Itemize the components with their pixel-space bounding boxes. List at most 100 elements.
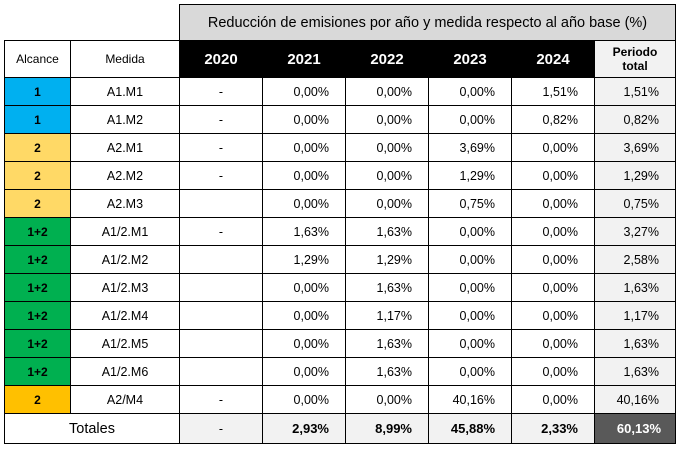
emissions-reduction-table: Reducción de emisiones por año y medida … [4,4,676,444]
header-year-2024: 2024 [511,40,595,78]
value-2022-cell: 0,00% [345,77,429,106]
total-2024-cell: 2,33% [511,413,595,444]
value-2024-cell: 0,00% [511,189,595,218]
value-2022-cell: 1,63% [345,329,429,358]
header-year-2020: 2020 [179,40,263,78]
value-2024-cell: 0,00% [511,273,595,302]
value-2022-cell: 0,00% [345,133,429,162]
header-scope: Alcance [4,40,71,78]
value-2022-cell: 1,63% [345,357,429,386]
scope-cell: 2 [4,161,71,190]
totals-row: Totales -2,93% 8,99% 45,88% 2,33% 60,13% [4,413,676,444]
value-2023-cell: 0,00% [428,357,512,386]
measure-cell: A1.M2 [70,105,180,134]
value-2021-cell: 0,00% [262,105,346,134]
table-title: Reducción de emisiones por año y medida … [179,4,676,41]
measure-cell: A2.M1 [70,133,180,162]
table-row: 2 A2/M4-0,00% 0,00% 40,16% 0,00% 40,16% [4,385,676,414]
value-2021-cell: 0,00% [262,357,346,386]
total-2020-cell: - [179,413,263,444]
period-total-cell: 2,58% [594,245,676,274]
header-year-2021: 2021 [262,40,346,78]
period-total-cell: 3,69% [594,133,676,162]
header-period-total: Periodo total [594,40,676,78]
measure-cell: A1/2.M5 [70,329,180,358]
value-2020-cell [179,245,263,274]
table-row: 1+2 A1/2.M2 1,29% 1,29% 0,00% 0,00% 2,58% [4,245,676,274]
value-2021-cell: 0,00% [262,161,346,190]
value-2022-cell: 0,00% [345,105,429,134]
value-2023-cell: 40,16% [428,385,512,414]
value-2022-cell: 0,00% [345,189,429,218]
value-2020-cell [179,357,263,386]
scope-cell: 1+2 [4,357,71,386]
value-2023-cell: 3,69% [428,133,512,162]
value-2020-cell: - [179,217,263,246]
period-total-cell: 0,82% [594,105,676,134]
measure-cell: A2.M2 [70,161,180,190]
measure-cell: A1/2.M6 [70,357,180,386]
value-2020-cell: - [179,77,263,106]
table-row: 1+2 A1/2.M5 0,00% 1,63% 0,00% 0,00% 1,63% [4,329,676,358]
scope-cell: 1+2 [4,273,71,302]
measure-cell: A1/2.M1 [70,217,180,246]
value-2022-cell: 0,00% [345,161,429,190]
measure-cell: A1/2.M4 [70,301,180,330]
value-2020-cell [179,189,263,218]
scope-cell: 1+2 [4,245,71,274]
total-2023-cell: 45,88% [428,413,512,444]
table-row: 1+2 A1/2.M4 0,00% 1,17% 0,00% 0,00% 1,17% [4,301,676,330]
value-2024-cell: 0,00% [511,301,595,330]
value-2020-cell [179,301,263,330]
period-total-cell: 1,63% [594,273,676,302]
value-2020-cell: - [179,385,263,414]
value-2022-cell: 1,63% [345,217,429,246]
table-row: 1+2 A1/2.M6 0,00% 1,63% 0,00% 0,00% 1,63% [4,357,676,386]
value-2021-cell: 0,00% [262,77,346,106]
scope-cell: 2 [4,189,71,218]
period-total-cell: 40,16% [594,385,676,414]
period-total-cell: 1,29% [594,161,676,190]
value-2020-cell [179,273,263,302]
value-2024-cell: 1,51% [511,77,595,106]
measure-cell: A1/2.M3 [70,273,180,302]
measure-cell: A2.M3 [70,189,180,218]
period-total-cell: 1,63% [594,329,676,358]
period-total-cell: 0,75% [594,189,676,218]
measure-cell: A2/M4 [70,385,180,414]
blank-corner [4,4,180,41]
grand-total-cell: 60,13% [594,413,676,444]
period-total-cell: 1,17% [594,301,676,330]
value-2024-cell: 0,00% [511,357,595,386]
header-year-2022: 2022 [345,40,429,78]
value-2023-cell: 1,29% [428,161,512,190]
table-row: 2 A2.M2-0,00% 0,00% 1,29% 0,00% 1,29% [4,161,676,190]
total-2021-cell: 2,93% [262,413,346,444]
table-row: 1 A1.M1-0,00% 0,00% 0,00% 1,51% 1,51% [4,77,676,106]
value-2023-cell: 0,00% [428,245,512,274]
period-total-cell: 1,63% [594,357,676,386]
scope-cell: 2 [4,385,71,414]
value-2021-cell: 1,29% [262,245,346,274]
value-2024-cell: 0,00% [511,133,595,162]
scope-cell: 1+2 [4,217,71,246]
total-2022-cell: 8,99% [345,413,429,444]
value-2021-cell: 0,00% [262,329,346,358]
value-2024-cell: 0,00% [511,245,595,274]
value-2020-cell: - [179,161,263,190]
scope-cell: 1+2 [4,301,71,330]
value-2023-cell: 0,00% [428,217,512,246]
value-2024-cell: 0,82% [511,105,595,134]
measure-cell: A1.M1 [70,77,180,106]
table-row: 1+2 A1/2.M1-1,63% 1,63% 0,00% 0,00% 3,27% [4,217,676,246]
value-2021-cell: 0,00% [262,301,346,330]
value-2023-cell: 0,00% [428,329,512,358]
value-2022-cell: 1,17% [345,301,429,330]
value-2023-cell: 0,00% [428,273,512,302]
period-total-cell: 3,27% [594,217,676,246]
value-2024-cell: 0,00% [511,329,595,358]
totals-label: Totales [4,413,180,444]
table-row: 2 A2.M3 0,00% 0,00% 0,75% 0,00% 0,75% [4,189,676,218]
value-2024-cell: 0,00% [511,385,595,414]
value-2024-cell: 0,00% [511,161,595,190]
